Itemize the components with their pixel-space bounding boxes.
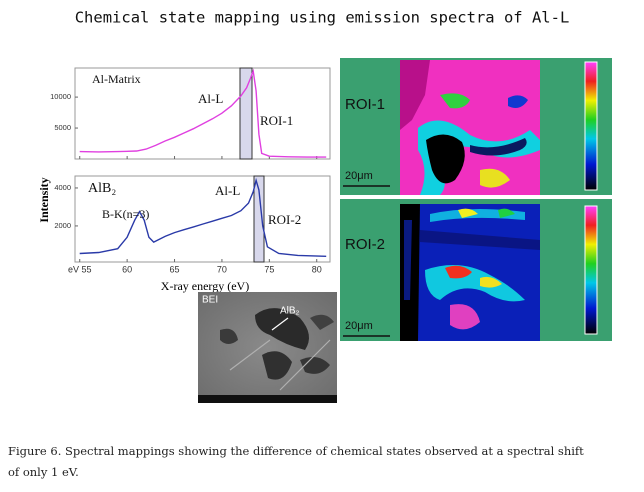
spectrum-label: ROI-2 <box>268 212 301 227</box>
spectrum-label: Al-L <box>215 183 240 198</box>
spectrum-label: Al-Matrix <box>92 72 141 86</box>
x-tick-label: 80 <box>312 264 322 274</box>
x-tick-label: 75 <box>264 264 274 274</box>
y-axis-label: Intensity <box>37 177 51 222</box>
x-tick-label: 60 <box>122 264 132 274</box>
spectrum-label: AlB₂ <box>88 181 116 196</box>
y-tick-label: 10000 <box>50 92 71 101</box>
figure: Chemical state mapping using emission sp… <box>37 9 612 403</box>
roi-window <box>239 67 253 160</box>
caption-line: of only 1 eV. <box>8 465 79 479</box>
phase-arrow <box>271 317 289 331</box>
map-image <box>400 60 540 341</box>
bei-image <box>198 292 337 403</box>
y-tick-label: 4000 <box>54 183 71 192</box>
spectrum-line <box>79 68 327 158</box>
x-tick-label: eV 55 <box>68 264 92 274</box>
y-tick-label: 2000 <box>54 221 71 230</box>
spectrum-frame <box>74 175 331 263</box>
spectrum-line <box>79 177 327 257</box>
phase-label: AlB₂ <box>280 306 300 317</box>
spectra: 5000 10000 Al-Matrix Al-L ROI-1 2000 4000 AlB₂ B… <box>50 68 327 274</box>
caption-line: Figure 6. Spectral mappings showing the … <box>8 444 584 458</box>
map-label: ROI-1 <box>345 96 385 113</box>
scale-label: 20μm <box>345 170 373 182</box>
roi-window <box>253 175 265 263</box>
x-tick-label: 65 <box>170 264 180 274</box>
spectrum-label: B-K(n=3) <box>102 207 149 221</box>
x-tick-label: 70 <box>217 264 227 274</box>
x-axis-label: X-ray energy (eV) <box>161 279 249 293</box>
scale-label: 20μm <box>345 320 373 332</box>
bei-label: BEI <box>202 295 218 306</box>
map-label: ROI-2 <box>345 236 385 253</box>
y-tick-label: 5000 <box>54 123 71 132</box>
spectrum-label: ROI-1 <box>260 113 293 128</box>
color-bar <box>584 61 598 191</box>
spectrum-frame <box>74 67 331 160</box>
figure-title: Chemical state mapping using emission sp… <box>75 9 570 27</box>
spectrum-label: Al-L <box>198 91 223 106</box>
color-bar <box>584 205 598 335</box>
